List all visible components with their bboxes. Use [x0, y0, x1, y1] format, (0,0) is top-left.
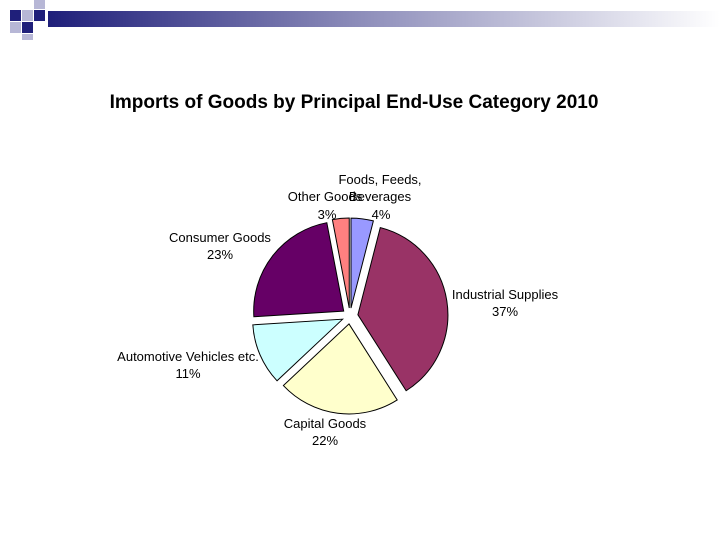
pie-slice-3	[252, 318, 345, 382]
slice-label-line: Industrial Supplies	[452, 287, 559, 302]
decor-square-7	[22, 34, 33, 40]
decor-square-3	[34, 10, 45, 21]
slice-value-label-3: 11%	[175, 366, 200, 381]
slice-label-3: Automotive Vehicles etc.	[117, 349, 259, 364]
slice-label-line: Foods, Feeds,	[338, 172, 421, 187]
slice-value-label-4: 23%	[207, 247, 233, 262]
slice-label-4: Consumer Goods	[169, 230, 271, 245]
slice-label-line: Automotive Vehicles etc.	[117, 349, 259, 364]
header-gradient-bar	[48, 11, 720, 27]
chart-title: Imports of Goods by Principal End-Use Ca…	[109, 92, 599, 113]
slice-label-line: Other Goods	[288, 189, 363, 204]
slice-label-line: Consumer Goods	[169, 230, 271, 245]
slice-label-5: Other Goods	[288, 189, 363, 204]
decor-square-4	[10, 22, 21, 33]
slice-label-line: Capital Goods	[284, 416, 367, 431]
slice-label-1: Industrial Supplies	[452, 287, 559, 302]
decor-square-5	[22, 22, 33, 33]
pie-slice-5	[331, 217, 350, 309]
slice-value-label-2: 22%	[312, 433, 338, 448]
slice-label-0: Foods, Feeds, Beverages	[338, 172, 421, 204]
pie-slice-0	[350, 217, 374, 309]
slice-label-2: Capital Goods	[284, 416, 367, 431]
slide-header-decoration	[10, 0, 720, 40]
pie-slices	[252, 217, 449, 415]
pie-slice-1	[357, 226, 449, 392]
slice-value-label-1: 37%	[492, 304, 518, 319]
slice-label-line: Beverages	[349, 189, 412, 204]
slice-value-label-0: 4%	[372, 207, 391, 222]
decor-square-6	[34, 0, 45, 9]
pie-slice-4	[253, 222, 345, 318]
decor-square-2	[22, 10, 33, 21]
decor-square-1	[10, 10, 21, 21]
pie-slice-2	[282, 323, 398, 415]
slice-value-label-5: 3%	[318, 207, 337, 222]
